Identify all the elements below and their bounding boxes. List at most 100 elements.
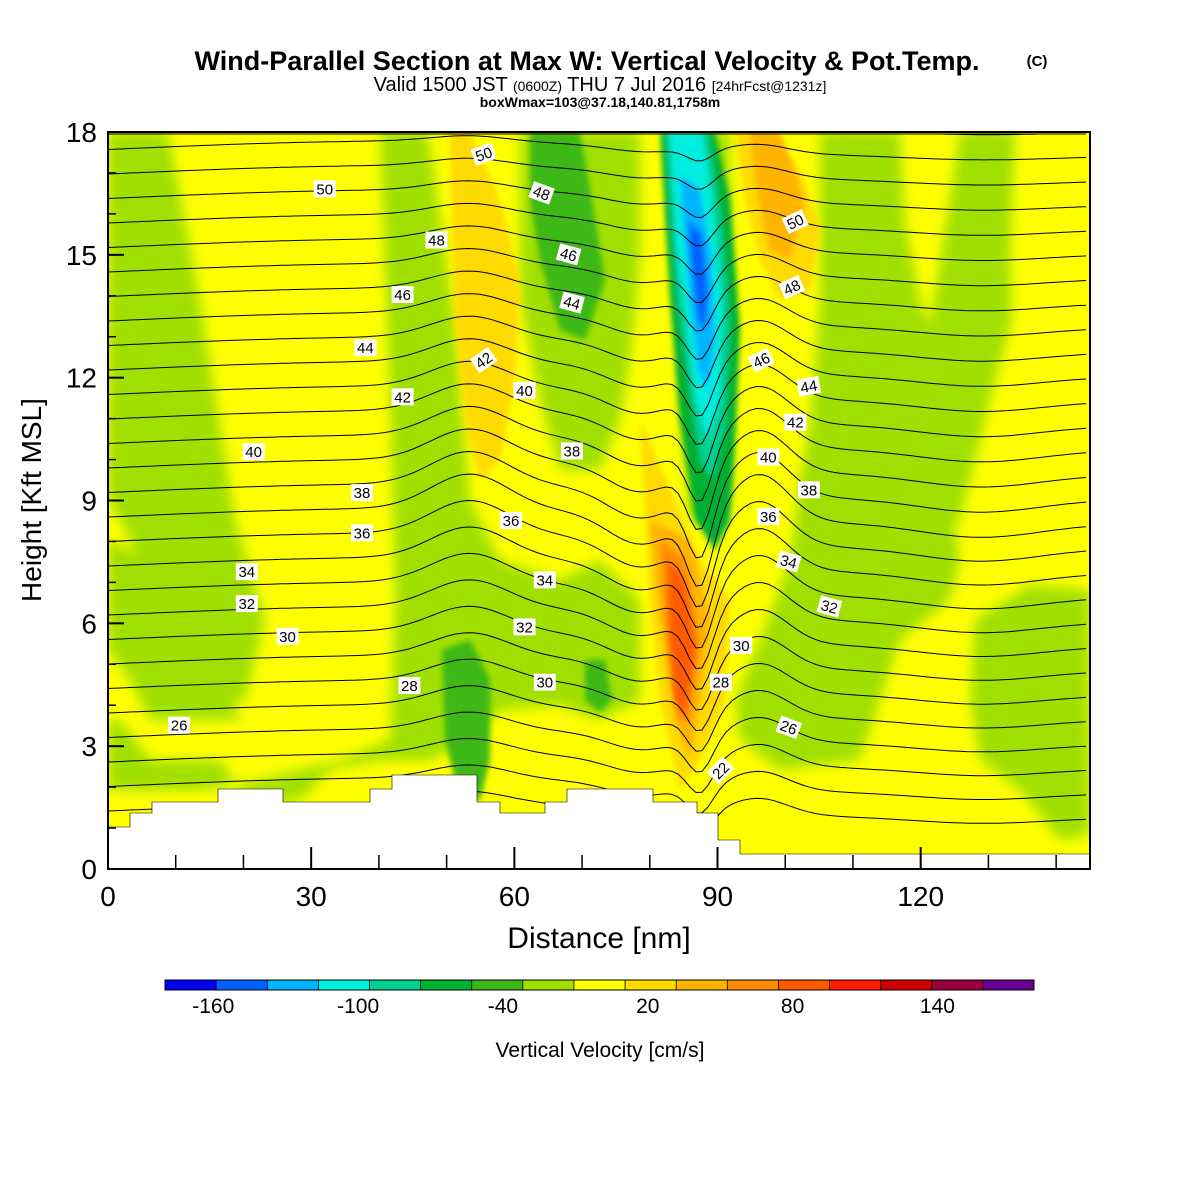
- contour-label-text: 38: [354, 485, 371, 502]
- copyright-mark: (C): [1027, 53, 1048, 70]
- contour-label-text: 32: [516, 619, 533, 636]
- contour-label: 32: [513, 618, 536, 636]
- contour-label-box: [784, 413, 807, 431]
- x-tick-label: 120: [897, 881, 944, 912]
- y-tick-label: 9: [81, 486, 97, 517]
- colorbar-swatch: [880, 980, 933, 990]
- contour-label: 46: [555, 243, 582, 266]
- theta-contour-line: [108, 405, 1087, 502]
- contour-label-text: 40: [516, 383, 533, 400]
- contour-label-text: 36: [760, 509, 777, 526]
- contour-label: 48: [528, 181, 555, 205]
- contour-label-text: 36: [503, 513, 520, 530]
- contour-label-text: 40: [760, 450, 777, 467]
- contour-label-text: 38: [564, 443, 581, 460]
- contour-label-box: [168, 716, 191, 734]
- contour-label: 22: [706, 756, 735, 785]
- contour-label-box: [555, 243, 582, 266]
- contour-label-text: 44: [562, 293, 583, 314]
- contour-label: 34: [775, 550, 802, 573]
- contour-label-text: 48: [781, 277, 803, 299]
- contour-label-text: 48: [530, 183, 551, 205]
- contour-label-text: 26: [778, 717, 799, 739]
- colorbar-frame: [164, 979, 1035, 991]
- contour-label-text: 40: [245, 444, 262, 461]
- contour-label-text: 30: [733, 638, 750, 655]
- y-tick-label: 3: [81, 731, 97, 762]
- contour-label-text: 38: [801, 482, 818, 499]
- x-tick-label: 30: [296, 881, 327, 912]
- contour-label-text: 30: [279, 629, 296, 646]
- colorbar-swatch: [165, 980, 217, 990]
- contour-label-box: [351, 484, 373, 502]
- theta-contour-line: [108, 315, 1087, 389]
- contour-label-box: [747, 347, 775, 373]
- colorbar-swatch: [471, 980, 524, 990]
- contour-label-box: [816, 595, 843, 618]
- colorbar-swatch: [216, 980, 268, 990]
- contour-label: 36: [351, 524, 373, 542]
- contour-label-box: [425, 231, 448, 249]
- contour-label: 48: [778, 274, 806, 300]
- potential-temperature-contours: [108, 133, 1087, 835]
- y-tick-label: 12: [66, 363, 97, 394]
- contour-label-box: [781, 209, 809, 234]
- theta-contour-line: [108, 157, 1087, 190]
- contour-label-box: [470, 142, 497, 166]
- colorbar-swatch: [931, 980, 984, 990]
- contour-label-box: [513, 618, 536, 636]
- colorbar-tick-label: 140: [920, 995, 955, 1018]
- colorbar-swatch: [625, 980, 677, 990]
- contour-label: 38: [797, 481, 820, 499]
- contour-label-text: 36: [354, 525, 371, 542]
- contour-label: 26: [775, 715, 803, 739]
- chart-subtitle: Valid 1500 JST (0600Z) THU 7 Jul 2016 [2…: [374, 74, 827, 96]
- valid-utc-label: (0600Z): [513, 78, 562, 94]
- contour-label-box: [235, 595, 258, 613]
- contour-label: 46: [747, 347, 775, 373]
- contour-label-text: 34: [778, 552, 799, 573]
- contour-label: 40: [757, 448, 780, 467]
- contour-label: 34: [235, 563, 258, 581]
- colorbar-tick-label: -100: [337, 995, 379, 1018]
- theta-contour-line: [108, 180, 1087, 218]
- contour-labels: 50 48 46 44 42 40 38 36 34 32 30 28 26 50 48 46 44 42 40 38…: [168, 142, 843, 785]
- contour-label-box: [709, 673, 732, 691]
- theta-contour-line: [108, 737, 1087, 794]
- contour-label-box: [775, 550, 802, 573]
- contour-label: 28: [398, 677, 421, 695]
- x-tick-label: 60: [499, 881, 530, 912]
- contour-label-box: [313, 180, 336, 198]
- x-tick-label: 0: [100, 881, 116, 912]
- contour-label-text: 50: [316, 181, 333, 198]
- contour-label: 50: [313, 180, 336, 198]
- contour-label-box: [500, 512, 522, 529]
- contour-label-text: 28: [713, 675, 730, 692]
- chart-title: Wind-Parallel Section at Max W: Vertical…: [195, 46, 980, 76]
- contour-label-box: [398, 677, 421, 694]
- theta-contour-line: [108, 499, 1087, 608]
- contour-label-box: [775, 715, 803, 739]
- theta-contour-line: [108, 685, 1087, 752]
- contour-label: 36: [757, 507, 780, 526]
- contour-label-box: [391, 286, 414, 303]
- forecast-info-label: [24hrFcst@1231z]: [712, 78, 827, 94]
- terrain-mask: [108, 774, 1090, 869]
- contour-label-text: 32: [819, 597, 840, 618]
- contour-label-text: 44: [357, 340, 374, 357]
- contour-label-text: 50: [784, 211, 806, 233]
- valid-date-label: THU 7 Jul 2016: [567, 74, 706, 96]
- theta-contour-line: [108, 764, 1087, 814]
- theta-contour-line: [108, 225, 1087, 275]
- contour-label: 44: [559, 291, 585, 314]
- contour-label-box: [528, 181, 555, 205]
- contour-label: 42: [391, 388, 414, 406]
- contour-label-box: [469, 346, 498, 374]
- colorbar-swatch: [982, 980, 1035, 990]
- contour-label-text: 32: [238, 596, 255, 613]
- y-tick-label: 0: [81, 854, 97, 885]
- theta-contour-line: [108, 202, 1087, 247]
- contour-label: 38: [560, 442, 583, 460]
